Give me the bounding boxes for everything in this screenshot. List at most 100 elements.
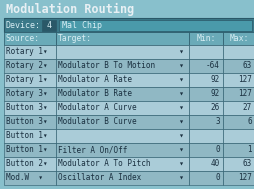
- Text: 26: 26: [210, 104, 219, 112]
- Text: ▾: ▾: [178, 174, 183, 183]
- Text: 0: 0: [215, 174, 219, 183]
- Text: 127: 127: [237, 174, 251, 183]
- Text: Button 2▾: Button 2▾: [6, 160, 47, 169]
- Bar: [188, 171, 222, 185]
- Bar: [222, 32, 254, 45]
- Text: 127: 127: [237, 75, 251, 84]
- Text: -64: -64: [205, 61, 219, 70]
- Text: ▾: ▾: [178, 47, 183, 57]
- Text: Modulation Routing: Modulation Routing: [6, 2, 134, 15]
- Text: Modulator B To Motion: Modulator B To Motion: [58, 61, 154, 70]
- Text: Button 3▾: Button 3▾: [6, 118, 47, 126]
- Text: Oscillator A Index: Oscillator A Index: [58, 174, 141, 183]
- Text: Rotary 1▾: Rotary 1▾: [6, 47, 47, 57]
- Text: 27: 27: [242, 104, 251, 112]
- Bar: [56, 73, 188, 87]
- Bar: [56, 115, 188, 129]
- Bar: [4, 32, 56, 45]
- Bar: [222, 143, 254, 157]
- Bar: [4, 143, 56, 157]
- Text: 63: 63: [242, 61, 251, 70]
- Bar: [222, 115, 254, 129]
- Text: Button 1▾: Button 1▾: [6, 132, 47, 140]
- Text: Modulator A To Pitch: Modulator A To Pitch: [58, 160, 150, 169]
- Text: ▾: ▾: [178, 118, 183, 126]
- Bar: [56, 129, 188, 143]
- Text: Min:: Min:: [196, 34, 215, 43]
- Text: 1: 1: [246, 146, 251, 154]
- Text: 63: 63: [242, 160, 251, 169]
- Bar: [4, 59, 56, 73]
- Bar: [188, 101, 222, 115]
- Text: Modulator B Rate: Modulator B Rate: [58, 90, 132, 98]
- Text: ▾: ▾: [178, 75, 183, 84]
- Bar: [4, 73, 56, 87]
- Bar: [222, 157, 254, 171]
- Text: ▾: ▾: [178, 160, 183, 169]
- Bar: [188, 129, 222, 143]
- Text: 40: 40: [210, 160, 219, 169]
- Text: Modulator A Rate: Modulator A Rate: [58, 75, 132, 84]
- Bar: [188, 73, 222, 87]
- Bar: [4, 129, 56, 143]
- Bar: [4, 157, 56, 171]
- Text: Rotary 3▾: Rotary 3▾: [6, 90, 47, 98]
- Bar: [188, 143, 222, 157]
- Text: Filter A On/Off: Filter A On/Off: [58, 146, 127, 154]
- Bar: [4, 171, 56, 185]
- Bar: [4, 45, 56, 59]
- Bar: [222, 129, 254, 143]
- Bar: [222, 59, 254, 73]
- Bar: [4, 18, 254, 32]
- Bar: [56, 157, 188, 171]
- Text: 92: 92: [210, 90, 219, 98]
- Bar: [188, 87, 222, 101]
- Bar: [4, 101, 56, 115]
- Bar: [188, 157, 222, 171]
- Bar: [56, 171, 188, 185]
- Bar: [222, 87, 254, 101]
- Text: 127: 127: [237, 90, 251, 98]
- Bar: [222, 73, 254, 87]
- Bar: [4, 115, 56, 129]
- Bar: [56, 45, 188, 59]
- Bar: [56, 87, 188, 101]
- Text: 4: 4: [46, 20, 51, 29]
- Text: ▾: ▾: [178, 104, 183, 112]
- Bar: [188, 32, 222, 45]
- Text: 6: 6: [246, 118, 251, 126]
- Text: Modulator B Curve: Modulator B Curve: [58, 118, 136, 126]
- Text: ▾: ▾: [178, 146, 183, 154]
- Bar: [188, 45, 222, 59]
- Text: Button 1▾: Button 1▾: [6, 146, 47, 154]
- Text: ▾: ▾: [178, 90, 183, 98]
- Text: Mod.W  ▾: Mod.W ▾: [6, 174, 43, 183]
- Text: 92: 92: [210, 75, 219, 84]
- Text: Rotary 2▾: Rotary 2▾: [6, 61, 47, 70]
- Bar: [222, 171, 254, 185]
- Text: Button 3▾: Button 3▾: [6, 104, 47, 112]
- Text: Target:: Target:: [58, 34, 92, 43]
- Text: 3: 3: [215, 118, 219, 126]
- Bar: [4, 87, 56, 101]
- Bar: [42, 19, 56, 30]
- Bar: [188, 115, 222, 129]
- Text: ▾: ▾: [178, 61, 183, 70]
- Bar: [222, 101, 254, 115]
- Bar: [56, 101, 188, 115]
- Bar: [59, 19, 251, 30]
- Bar: [188, 59, 222, 73]
- Bar: [56, 32, 188, 45]
- Text: Mal Chip: Mal Chip: [62, 20, 102, 29]
- Text: 0: 0: [215, 146, 219, 154]
- Text: Source:: Source:: [6, 34, 40, 43]
- Text: Modulator A Curve: Modulator A Curve: [58, 104, 136, 112]
- Bar: [0, 0, 254, 18]
- Text: Max:: Max:: [228, 34, 248, 43]
- Bar: [56, 59, 188, 73]
- Bar: [56, 143, 188, 157]
- Text: ▾: ▾: [178, 132, 183, 140]
- Bar: [222, 45, 254, 59]
- Text: Device:: Device:: [6, 20, 41, 29]
- Text: Rotary 1▾: Rotary 1▾: [6, 75, 47, 84]
